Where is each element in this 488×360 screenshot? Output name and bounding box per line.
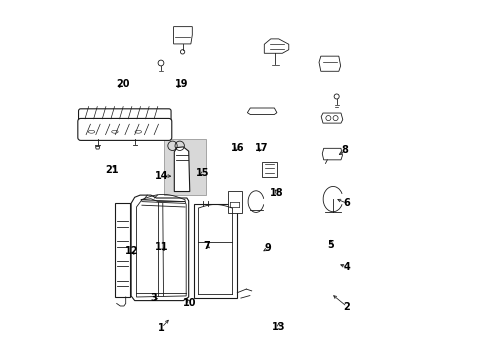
Polygon shape	[247, 108, 276, 114]
Polygon shape	[173, 27, 192, 44]
Polygon shape	[136, 199, 186, 297]
Polygon shape	[131, 195, 188, 301]
FancyBboxPatch shape	[78, 118, 171, 140]
Text: 16: 16	[230, 143, 244, 153]
Text: 7: 7	[203, 240, 210, 251]
Text: 5: 5	[327, 240, 334, 250]
Text: 3: 3	[150, 293, 157, 303]
Polygon shape	[115, 203, 130, 297]
Text: 21: 21	[105, 165, 119, 175]
Polygon shape	[227, 191, 242, 213]
Polygon shape	[95, 147, 100, 149]
Polygon shape	[194, 204, 236, 298]
Polygon shape	[318, 56, 340, 71]
Text: 10: 10	[183, 298, 196, 308]
Text: 17: 17	[255, 143, 268, 153]
Text: 2: 2	[343, 302, 350, 312]
Text: 11: 11	[155, 242, 168, 252]
Text: 6: 6	[343, 198, 350, 208]
Text: 20: 20	[116, 78, 129, 89]
Text: 8: 8	[341, 145, 348, 156]
Text: 9: 9	[264, 243, 271, 253]
Polygon shape	[174, 147, 189, 192]
Polygon shape	[321, 113, 342, 123]
Polygon shape	[322, 148, 342, 160]
Text: 15: 15	[196, 168, 209, 178]
Text: 14: 14	[155, 171, 168, 181]
Polygon shape	[264, 39, 288, 53]
Text: 12: 12	[125, 246, 139, 256]
Text: 13: 13	[271, 322, 285, 332]
Text: 19: 19	[174, 78, 188, 89]
FancyBboxPatch shape	[79, 109, 171, 122]
Polygon shape	[261, 162, 276, 177]
Text: 4: 4	[343, 262, 350, 272]
Text: 18: 18	[269, 188, 283, 198]
FancyBboxPatch shape	[164, 139, 205, 195]
Text: 1: 1	[158, 323, 165, 333]
